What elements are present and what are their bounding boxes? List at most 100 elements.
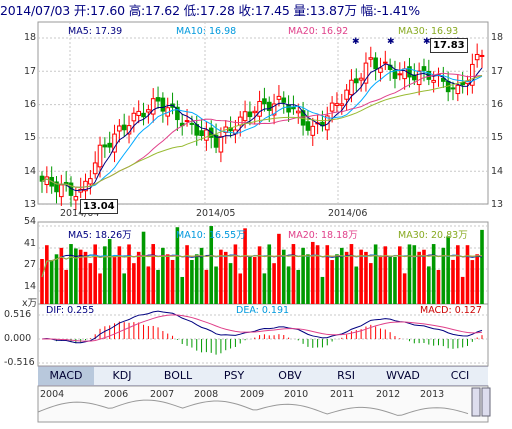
volume-bar	[194, 254, 199, 304]
candle-body	[237, 116, 243, 126]
volume-bar	[151, 244, 156, 304]
candle-body	[117, 125, 122, 132]
candle-body	[88, 178, 93, 185]
candle-body	[286, 104, 291, 113]
candle-body	[242, 111, 248, 122]
candle-body	[378, 67, 383, 73]
volume-bar	[223, 251, 228, 304]
volume-bar	[190, 260, 194, 304]
volume-bar	[354, 266, 359, 304]
volume-bar	[83, 251, 88, 304]
macd-ytick: -0.516	[4, 357, 35, 368]
history-navigator	[37, 387, 491, 417]
quote-header: 2014/07/03 开:17.60 高:17.62 低:17.28 收:17.…	[0, 0, 512, 19]
tab-obv[interactable]: OBV	[278, 369, 302, 382]
volume-bar	[475, 254, 479, 304]
candle-body	[204, 129, 209, 141]
price-ytick-right: 13	[491, 199, 504, 210]
volume-bar	[136, 251, 141, 304]
volume-bar	[417, 251, 421, 304]
price-ma5-line	[41, 63, 483, 192]
price-ytick-left: 14	[24, 166, 37, 177]
period-high-marker: 17.83	[430, 38, 468, 53]
volume-bar	[146, 266, 151, 304]
candle-body	[421, 66, 427, 71]
candle-body	[310, 125, 316, 136]
volume-bar	[388, 257, 392, 304]
volume-bar	[272, 263, 276, 304]
navigator-year: 2011	[330, 389, 355, 400]
volume-bar	[364, 251, 368, 304]
volume-bar	[407, 244, 412, 304]
candle-body	[44, 176, 50, 186]
navigator-left-handle	[471, 387, 481, 417]
candle-body	[397, 73, 403, 76]
price-ytick-right: 15	[491, 132, 504, 143]
volume-bar	[238, 273, 243, 304]
volume-label: 量:	[293, 3, 310, 18]
candle-body	[150, 98, 156, 115]
volume-bar	[412, 245, 417, 304]
candle-body	[349, 79, 354, 96]
candle-body	[339, 103, 345, 106]
candle-body	[334, 103, 340, 106]
price-ma20-line	[41, 72, 483, 188]
tab-psy[interactable]: PSY	[223, 369, 245, 382]
candle-body	[329, 102, 335, 112]
candle-body	[107, 142, 112, 148]
candle-body	[262, 98, 267, 105]
candle-body	[305, 121, 311, 131]
price-xtick: 2014/06	[328, 208, 368, 219]
volume-bar	[161, 247, 165, 304]
volume-unit-label: x万	[22, 298, 38, 309]
navigator-frame	[37, 385, 489, 423]
volume-bar	[209, 226, 214, 304]
price-ytick-right: 18	[491, 32, 504, 43]
volume-bar	[451, 259, 455, 304]
low-label: 低:	[183, 3, 201, 18]
navigator-right-handle	[481, 387, 491, 417]
candle-body	[252, 110, 258, 114]
volume-bar	[441, 247, 446, 304]
tab-wvad[interactable]: WVAD	[386, 369, 420, 382]
candle-body	[460, 81, 465, 86]
navigator-year: 2006	[104, 389, 129, 400]
volume-bar	[45, 245, 49, 304]
volume-bar	[286, 266, 291, 304]
candle-body	[368, 57, 374, 60]
navigator-year: 2004	[40, 389, 65, 400]
tab-rsi[interactable]: RSI	[337, 369, 355, 382]
volume-ma10-legend: MA10: 16.55万	[176, 230, 246, 241]
volume-bar	[88, 263, 93, 304]
volume-bar	[98, 273, 102, 304]
candle-body	[92, 162, 98, 175]
price-xtick: 2014/04	[60, 208, 99, 219]
price-ytick-right: 17	[491, 66, 504, 77]
candle-body	[73, 196, 79, 201]
candle-body	[54, 181, 59, 193]
volume-bar	[422, 249, 426, 304]
volume-bar	[170, 259, 175, 304]
volume-bar	[378, 255, 383, 304]
indicator-tab-bar: MACD KDJ BOLL PSY OBV RSI WVAD CCI	[38, 366, 488, 386]
volume-bar	[393, 256, 397, 304]
price-ma10-line	[41, 68, 483, 188]
tab-macd[interactable]: MACD	[38, 367, 94, 385]
tab-kdj[interactable]: KDJ	[112, 369, 132, 382]
volume-bar	[335, 254, 339, 304]
volume-bar	[427, 266, 431, 304]
volume-bar	[310, 241, 315, 304]
volume-bar	[306, 254, 310, 304]
open-label: 开:	[73, 3, 91, 18]
candle-body	[247, 111, 253, 118]
volume-bar	[480, 229, 484, 304]
navigator-year: 2008	[194, 389, 219, 400]
tab-cci[interactable]: CCI	[450, 369, 470, 382]
macd-series	[41, 310, 483, 355]
tab-boll[interactable]: BOLL	[163, 369, 193, 382]
volume-ma5-legend: MA5: 18.26万	[68, 230, 132, 241]
volume-ytick: 27	[24, 259, 37, 270]
candle-body	[441, 77, 446, 82]
volume-bar	[436, 269, 441, 304]
